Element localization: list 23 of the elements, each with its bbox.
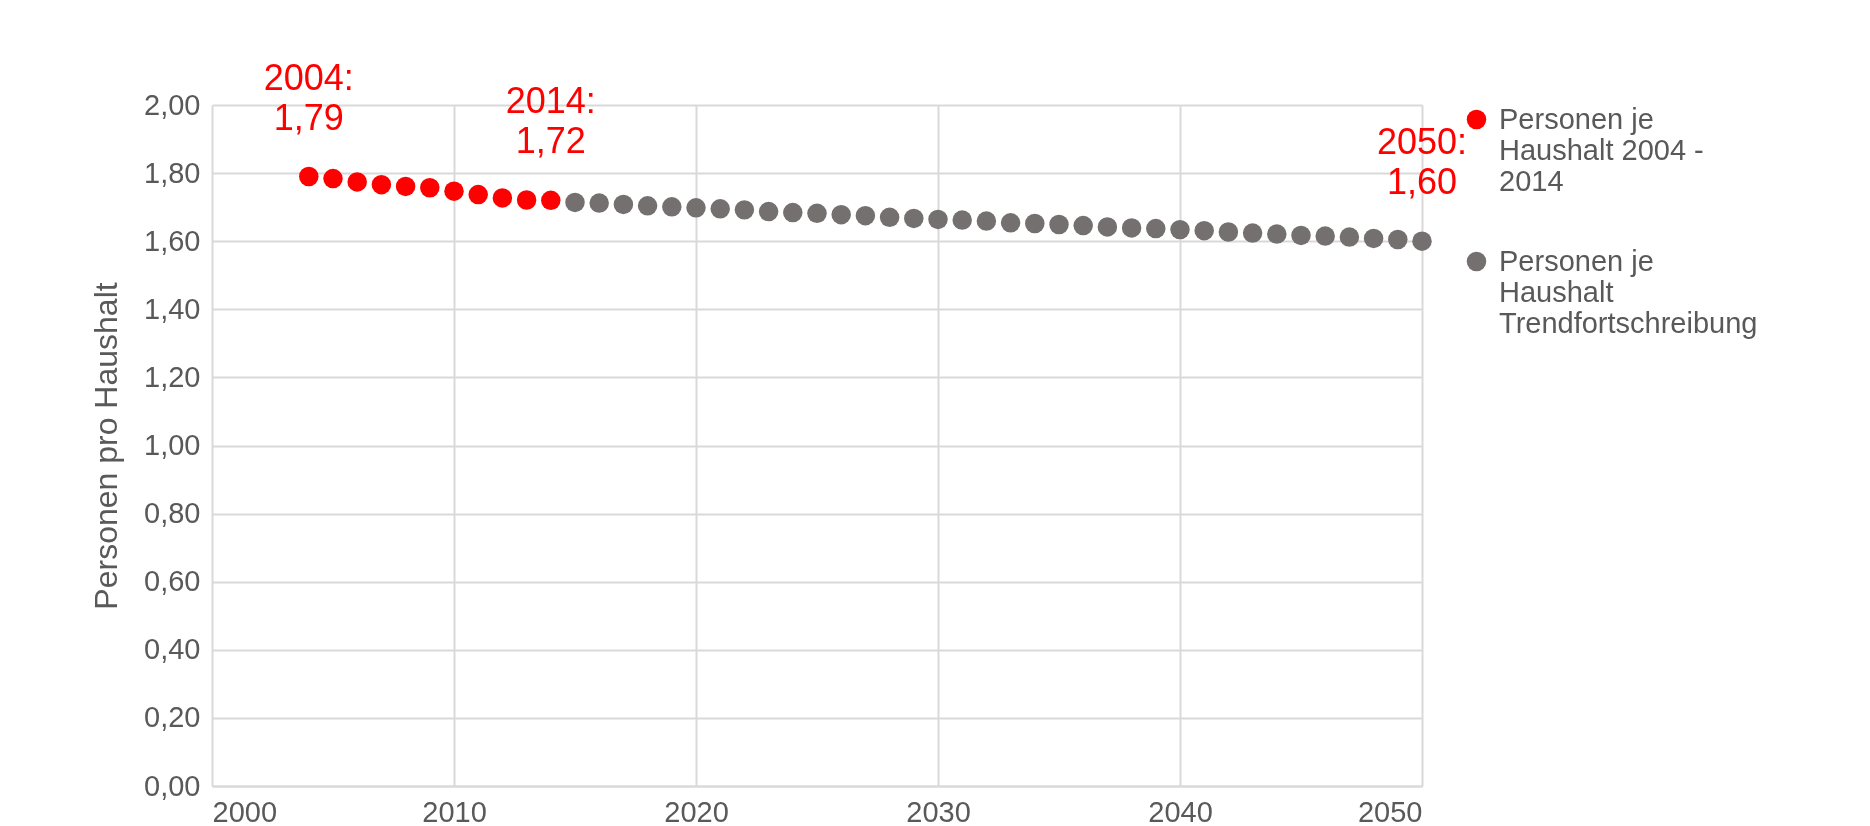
y-tick-label: 1,80 bbox=[144, 156, 201, 189]
y-tick-label: 0,00 bbox=[144, 769, 201, 802]
x-tick-label: 2030 bbox=[906, 795, 971, 826]
y-axis-title: Personen pro Haushalt bbox=[88, 282, 125, 610]
annotation: 2014: 1,72 bbox=[505, 80, 596, 162]
x-tick-label: 2020 bbox=[664, 795, 729, 826]
legend-label: Personen je Haushalt 2004 - 2014 bbox=[1499, 102, 1704, 197]
x-tick-label: 2010 bbox=[422, 795, 487, 826]
annotation: 2050: 1,60 bbox=[1376, 121, 1468, 203]
y-tick-label: 0,40 bbox=[144, 633, 201, 666]
y-tick-label: 1,00 bbox=[144, 429, 201, 461]
y-tick-label: 1,40 bbox=[144, 292, 201, 325]
y-tick-label: 0,20 bbox=[144, 701, 201, 734]
annotation: 2004: 1,79 bbox=[263, 56, 354, 138]
legend-label: Personen je Haushalt Trendfortschreibung bbox=[1499, 244, 1758, 339]
x-tick-label: 2050 bbox=[1357, 795, 1423, 826]
y-tick-label: 1,20 bbox=[144, 360, 201, 393]
y-tick-label: 2,00 bbox=[144, 88, 201, 121]
y-tick-label: 0,60 bbox=[144, 565, 201, 598]
y-tick-label: 1,60 bbox=[144, 224, 201, 257]
x-tick-label: 2000 bbox=[212, 795, 278, 826]
x-tick-label: 2040 bbox=[1148, 795, 1213, 826]
y-tick-label: 0,80 bbox=[144, 497, 201, 530]
